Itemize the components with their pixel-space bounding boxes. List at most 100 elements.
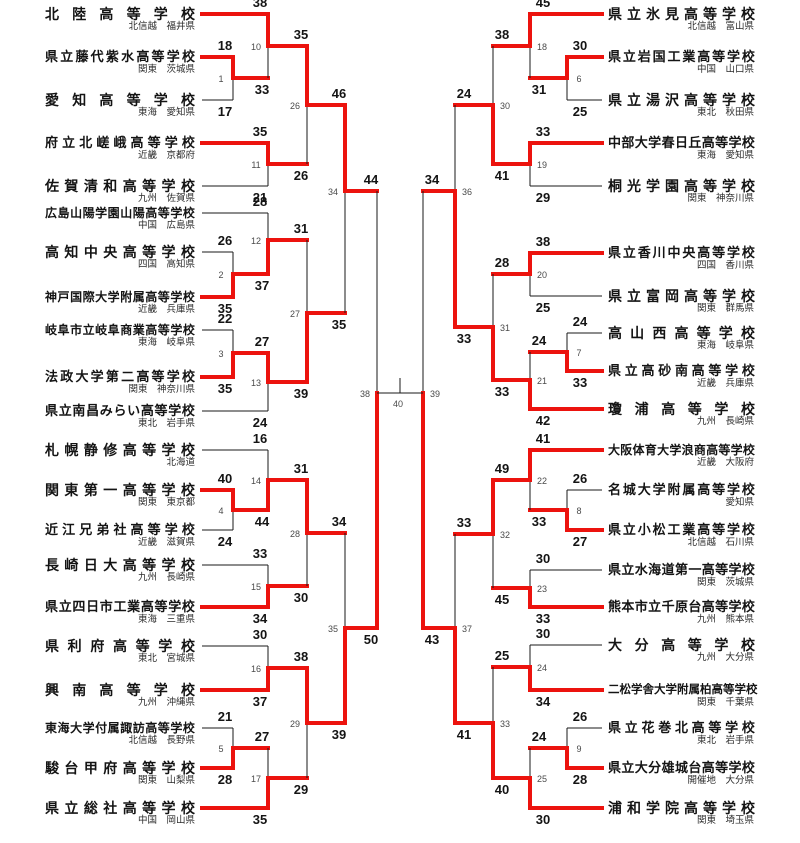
team-name: 名城大学附属高等学校: [608, 482, 755, 497]
team-name: 広島山陽学園山陽高等学校: [45, 206, 195, 220]
team-name: 県立岩国工業高等学校: [608, 49, 755, 64]
team-name: 中部大学春日丘高等学校: [608, 135, 755, 150]
match-number-label: 37: [461, 624, 473, 634]
advancing-score: 43: [424, 632, 440, 647]
first-match-score: 30: [535, 626, 551, 641]
team-region: 北信越 石川県: [687, 537, 754, 548]
team-name: 県立高砂南高等学校: [608, 363, 755, 378]
first-match-score: 18: [217, 38, 233, 53]
team-name: 県立総社高等学校: [45, 800, 195, 816]
team-name: 駿台甲府高等学校: [45, 760, 195, 776]
advancing-score: 44: [363, 172, 379, 187]
team-region: 関東 東京都: [137, 497, 195, 508]
first-match-score: 42: [535, 413, 551, 428]
advancing-score: 39: [331, 727, 347, 742]
advancing-score: 24: [531, 729, 547, 744]
advancing-score: 38: [293, 649, 309, 664]
match-number-label: 38: [359, 389, 371, 399]
team-region: 東北 岩手県: [696, 735, 754, 746]
match-number-label: 15: [250, 582, 262, 592]
team-name: 長崎日大高等学校: [45, 557, 195, 573]
team-region: 関東 千葉県: [696, 697, 754, 708]
team-region: 近畿 兵庫県: [696, 378, 754, 389]
match-number-label: 11: [251, 160, 261, 170]
team-name: 二松学舎大学附属柏高等学校: [608, 684, 758, 696]
match-number-label: 27: [289, 309, 301, 319]
team-region: 北海道: [166, 457, 195, 468]
team-region: 九州 長崎県: [696, 416, 754, 427]
first-match-score: 35: [217, 301, 233, 316]
first-match-score: 34: [252, 611, 268, 626]
match-number-label: 36: [461, 187, 473, 197]
team-region: 近畿 滋賀県: [137, 537, 195, 548]
first-match-score: 17: [217, 104, 233, 119]
advancing-score: 41: [456, 727, 472, 742]
match-number-label: 32: [499, 530, 511, 540]
first-match-score: 24: [217, 534, 233, 549]
advancing-score: 28: [494, 255, 510, 270]
team-name: 県立藤代紫水高等学校: [45, 49, 195, 64]
match-number-label: 13: [250, 378, 262, 388]
team-name: 県立大分雄城台高等学校: [608, 760, 755, 775]
first-match-score: 33: [252, 546, 268, 561]
advancing-score: 31: [293, 461, 309, 476]
team-region: 中国 山口県: [696, 64, 754, 75]
team-name: 高山西高等学校: [608, 325, 755, 341]
advancing-score: 24: [456, 86, 472, 101]
team-name: 佐賀清和高等学校: [45, 178, 195, 194]
match-number-label: 9: [576, 744, 582, 754]
team-region: 四国 香川県: [696, 260, 754, 271]
first-match-score: 25: [572, 104, 588, 119]
team-name: 県立水海道第一高等学校: [608, 562, 755, 577]
team-name: 高知中央高等学校: [45, 244, 195, 260]
advancing-score: 30: [293, 590, 309, 605]
match-number-label: 31: [499, 323, 511, 333]
first-match-score: 37: [252, 694, 268, 709]
first-match-score: 28: [572, 772, 588, 787]
advancing-score: 33: [456, 331, 472, 346]
team-name: 岐阜市立岐阜商業高等学校: [45, 323, 195, 337]
team-region: 四国 高知県: [137, 259, 195, 270]
advancing-score: 35: [331, 317, 347, 332]
match-number-label: 30: [499, 101, 511, 111]
team-name: 県立四日市工業高等学校: [45, 599, 195, 614]
first-match-score: 35: [217, 381, 233, 396]
team-region: 愛知県: [725, 497, 754, 508]
advancing-score: 39: [293, 386, 309, 401]
advancing-score: 38: [494, 27, 510, 42]
advancing-score: 49: [494, 461, 510, 476]
advancing-score: 46: [331, 86, 347, 101]
first-match-score: 27: [572, 534, 588, 549]
first-match-score: 38: [252, 0, 268, 10]
match-number-label: 4: [218, 506, 224, 516]
match-number-label: 17: [250, 774, 262, 784]
team-region: 東北 岩手県: [137, 418, 195, 429]
team-region: 東海 岐阜県: [137, 337, 195, 348]
advancing-score: 25: [494, 648, 510, 663]
team-name: 東海大学付属諏訪高等学校: [45, 721, 195, 735]
match-number-label: 21: [536, 376, 548, 386]
match-number-label: 19: [536, 160, 548, 170]
first-match-score: 33: [535, 124, 551, 139]
team-name: 県立香川中央高等学校: [608, 245, 755, 260]
advancing-score: 33: [456, 515, 472, 530]
team-name: 県利府高等学校: [45, 638, 195, 654]
advancing-score: 33: [494, 384, 510, 399]
advancing-score: 41: [494, 168, 510, 183]
first-match-score: 28: [217, 772, 233, 787]
match-number-label: 8: [576, 506, 582, 516]
first-match-score: 28: [252, 194, 268, 209]
advancing-score: 29: [293, 782, 309, 797]
team-name: 北陸高等学校: [45, 6, 195, 22]
team-region: 近畿 大阪府: [696, 457, 754, 468]
team-name: 県立花巻北高等学校: [608, 720, 755, 735]
team-region: 近畿 兵庫県: [137, 304, 195, 315]
team-region: 関東 群馬県: [696, 303, 754, 314]
team-name: 府立北嵯峨高等学校: [45, 135, 195, 150]
first-match-score: 35: [252, 124, 268, 139]
first-match-score: 30: [572, 38, 588, 53]
first-match-score: 24: [572, 314, 588, 329]
team-name: 瓊浦高等学校: [608, 401, 755, 417]
team-region: 近畿 京都府: [137, 150, 195, 161]
